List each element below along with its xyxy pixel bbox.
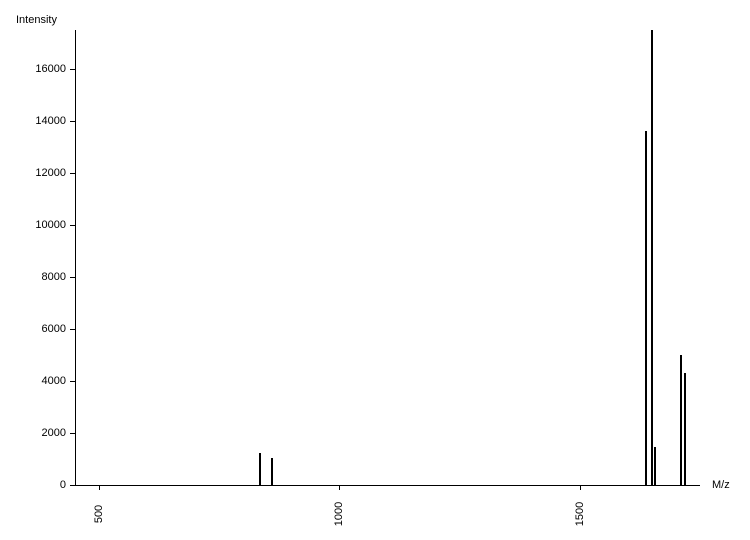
x-tick	[99, 485, 100, 490]
mass-spectrum-chart: Intensity M/z 0 2000 4000 6000 8000 10000 1200…	[0, 0, 750, 540]
y-tick-label: 4000	[0, 375, 66, 387]
y-tick-label: 6000	[0, 323, 66, 335]
y-tick	[70, 173, 75, 174]
spectrum-peak	[271, 458, 273, 485]
x-axis-label: M/z	[712, 479, 730, 491]
y-tick	[70, 485, 75, 486]
x-tick	[580, 485, 581, 490]
spectrum-peak	[654, 447, 656, 485]
spectrum-peak	[680, 355, 682, 485]
y-tick-label: 16000	[0, 63, 66, 75]
y-tick	[70, 433, 75, 434]
y-axis	[75, 30, 76, 485]
x-tick-label: 1000	[333, 502, 345, 526]
spectrum-peak	[645, 131, 647, 485]
y-tick	[70, 121, 75, 122]
y-tick-label: 12000	[0, 167, 66, 179]
spectrum-peak	[259, 453, 261, 486]
x-tick-label: 500	[93, 505, 105, 523]
y-tick	[70, 69, 75, 70]
x-axis	[75, 485, 700, 486]
spectrum-peak	[684, 373, 686, 485]
x-tick-label: 1500	[574, 502, 586, 526]
y-tick	[70, 225, 75, 226]
y-tick-label: 14000	[0, 115, 66, 127]
y-tick-label: 0	[0, 479, 66, 491]
y-tick-label: 10000	[0, 219, 66, 231]
y-tick	[70, 277, 75, 278]
y-tick	[70, 381, 75, 382]
y-tick-label: 8000	[0, 271, 66, 283]
x-tick	[339, 485, 340, 490]
y-tick-label: 2000	[0, 427, 66, 439]
y-axis-label: Intensity	[16, 14, 57, 26]
spectrum-peak	[651, 30, 653, 485]
y-tick	[70, 329, 75, 330]
